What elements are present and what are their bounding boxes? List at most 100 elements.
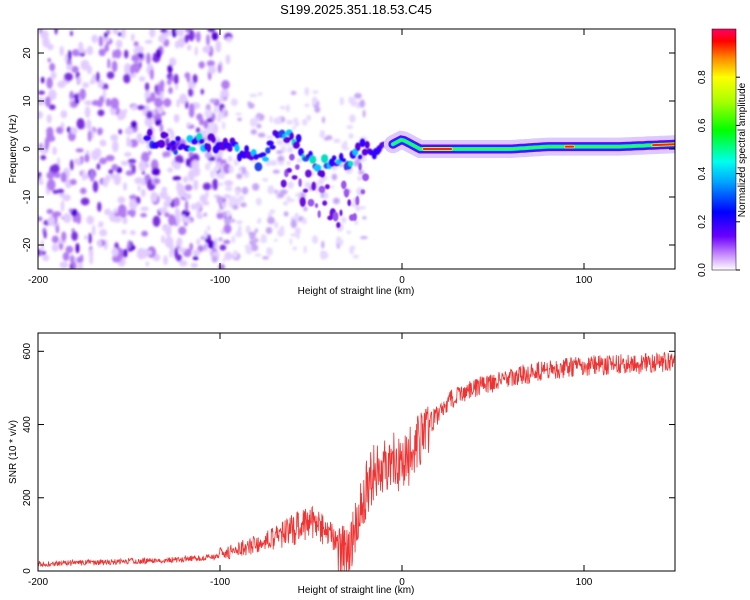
- y-tick-label: 0: [22, 568, 33, 574]
- spectrogram-ridge-blob: [347, 199, 352, 207]
- spectrogram-ridge-blob: [358, 154, 363, 160]
- spectrogram-blob: [104, 44, 110, 52]
- spectrogram-blob: [91, 224, 96, 236]
- spectrogram-blob: [67, 50, 72, 61]
- spectrogram-blob: [63, 213, 72, 224]
- spectrogram-blob: [225, 54, 231, 65]
- spectrogram-blob: [210, 123, 215, 128]
- spectrogram-blob: [79, 155, 84, 165]
- spectrogram-blob: [46, 114, 52, 124]
- spectrogram-ridge-blob: [314, 203, 319, 209]
- spectrogram-blob: [279, 105, 286, 110]
- spectrogram-blob: [306, 114, 312, 121]
- spectrogram-ridge-blob: [298, 178, 302, 188]
- spectrogram-blob: [65, 245, 74, 254]
- spectrogram-blob: [43, 230, 47, 239]
- y-tick-label: 0: [22, 146, 33, 152]
- spectrogram-blob: [52, 146, 57, 155]
- spectrogram-blob: [41, 76, 45, 84]
- spectrogram-blob: [241, 168, 247, 175]
- spectrogram-blob: [235, 188, 240, 197]
- spectrogram-blob: [323, 192, 329, 200]
- spectrogram-blob: [98, 221, 102, 229]
- spectrogram-blob: [108, 169, 114, 175]
- spectrogram-blob: [273, 117, 281, 125]
- spectrogram-blob: [290, 90, 297, 95]
- spectrogram-blob: [140, 213, 148, 218]
- x-tick-label: 0: [399, 275, 405, 286]
- spectrogram-blob: [167, 64, 173, 74]
- spectrogram-blob: [51, 235, 59, 244]
- spectrogram-blob: [113, 216, 122, 223]
- spectrogram-blob: [173, 73, 179, 85]
- spectrogram-blob: [149, 68, 154, 80]
- spectrogram-blob: [204, 162, 211, 171]
- spectrogram-blob: [184, 36, 189, 44]
- spectrogram-blob: [249, 235, 256, 240]
- spectrogram-blob: [54, 29, 58, 35]
- spectrogram-ridge-blob: [211, 136, 216, 143]
- figure-title: S199.2025.351.18.53.C45: [280, 2, 432, 17]
- spectrogram-blob: [205, 190, 209, 198]
- spectrogram-blob: [360, 236, 368, 240]
- spectrogram-ridge-blob: [234, 144, 240, 152]
- spectrogram-ridge-blob: [341, 158, 347, 163]
- spectrogram-blob: [47, 43, 54, 51]
- spectrogram-blob: [254, 253, 262, 257]
- spectrogram-blob: [104, 32, 108, 39]
- spectrogram-blob: [312, 235, 318, 244]
- spectrogram-blob: [216, 196, 223, 204]
- spectrogram-blob: [340, 217, 347, 223]
- y-tick-label: 600: [22, 343, 33, 360]
- spectrogram-blob: [83, 235, 88, 240]
- spectrogram-blob: [164, 212, 170, 218]
- spectrogram-ridge-blob: [359, 138, 366, 148]
- spectrogram-blob: [127, 158, 137, 164]
- spectrogram-blob: [222, 163, 231, 174]
- spectrogram-blob: [332, 197, 340, 205]
- spectrogram-blob: [354, 92, 362, 99]
- spectrogram-blob: [200, 88, 204, 95]
- spectrogram-blob: [145, 261, 149, 267]
- x-tick-label: -200: [28, 577, 48, 588]
- spectrogram-blob: [286, 160, 291, 166]
- spectrogram-blob: [38, 180, 44, 185]
- spectrogram-blob: [151, 167, 161, 176]
- spectrogram-blob: [187, 169, 195, 182]
- spectrogram-ridge-blob: [364, 141, 370, 149]
- spectrogram-blob: [158, 207, 168, 214]
- spectrogram-blob: [120, 160, 129, 166]
- spectrogram-ridge-blob: [199, 138, 205, 144]
- spectrogram-blob: [272, 169, 280, 174]
- spectrogram-blob: [86, 45, 94, 56]
- spectrogram-blob: [273, 238, 278, 242]
- spectrogram-blob: [80, 197, 90, 206]
- spectrogram-blob: [46, 77, 53, 89]
- spectrogram-blob: [295, 192, 301, 197]
- spectrogram-blob: [123, 73, 131, 84]
- spectrogram-blob: [168, 87, 173, 94]
- spectrogram-blob: [96, 99, 103, 108]
- spectrogram-blob: [152, 215, 161, 227]
- spectrogram-blob: [357, 176, 363, 181]
- spectrogram-blob: [98, 35, 104, 47]
- spectrogram-blob: [248, 231, 257, 237]
- spectrogram-ridge-blob: [157, 139, 166, 149]
- spectrogram-blob: [176, 180, 180, 189]
- spectrogram-blob: [69, 179, 77, 186]
- spectrogram-blob: [56, 188, 65, 194]
- spectrogram-blob: [170, 75, 174, 82]
- spectrogram-blob: [223, 194, 232, 199]
- spectrogram-ridge-blob: [248, 155, 254, 161]
- spectrogram-blob: [237, 117, 243, 122]
- spectrogram-blob: [137, 185, 141, 192]
- spectrogram-blob: [61, 231, 67, 242]
- spectrogram-blob: [75, 243, 80, 254]
- spectrogram-blob: [177, 37, 186, 48]
- spectrogram-blob: [76, 212, 82, 225]
- spectrogram-blob: [250, 243, 259, 252]
- spectrogram-blob: [124, 49, 129, 59]
- spectrogram-blob: [203, 229, 208, 239]
- spectrogram-blob: [102, 37, 110, 43]
